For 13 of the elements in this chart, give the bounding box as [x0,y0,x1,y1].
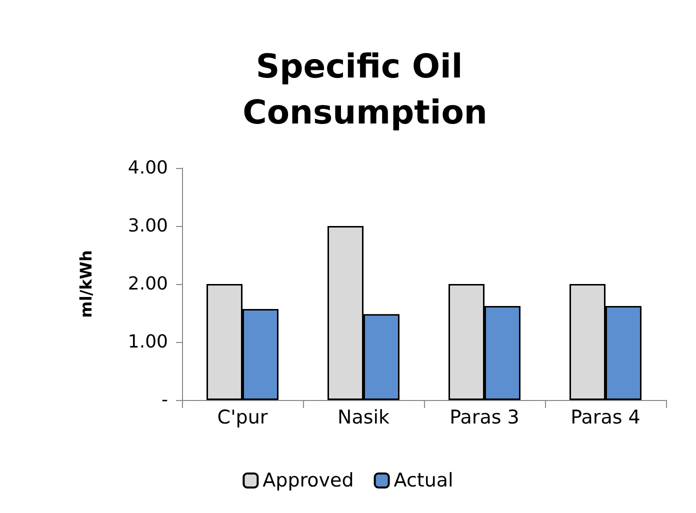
legend-label: Approved [262,470,354,492]
y-tick-label: 1.00 [128,332,168,352]
chart-title: Specific Oil Consumption [242,46,488,132]
x-tick-label: C'pur [217,406,268,428]
y-tick-label: 4.00 [128,158,168,178]
y-tick-label: 3.00 [128,216,168,236]
x-tick-label: Paras 4 [570,406,640,428]
legend-label: Actual [394,470,454,492]
x-tick-label: Paras 3 [450,406,520,428]
y-tick-label: 2.00 [128,274,168,294]
y-axis-title: ml/kWh [76,250,96,318]
x-tick-label: Nasik [337,406,390,428]
y-tick-label: - [162,390,168,410]
